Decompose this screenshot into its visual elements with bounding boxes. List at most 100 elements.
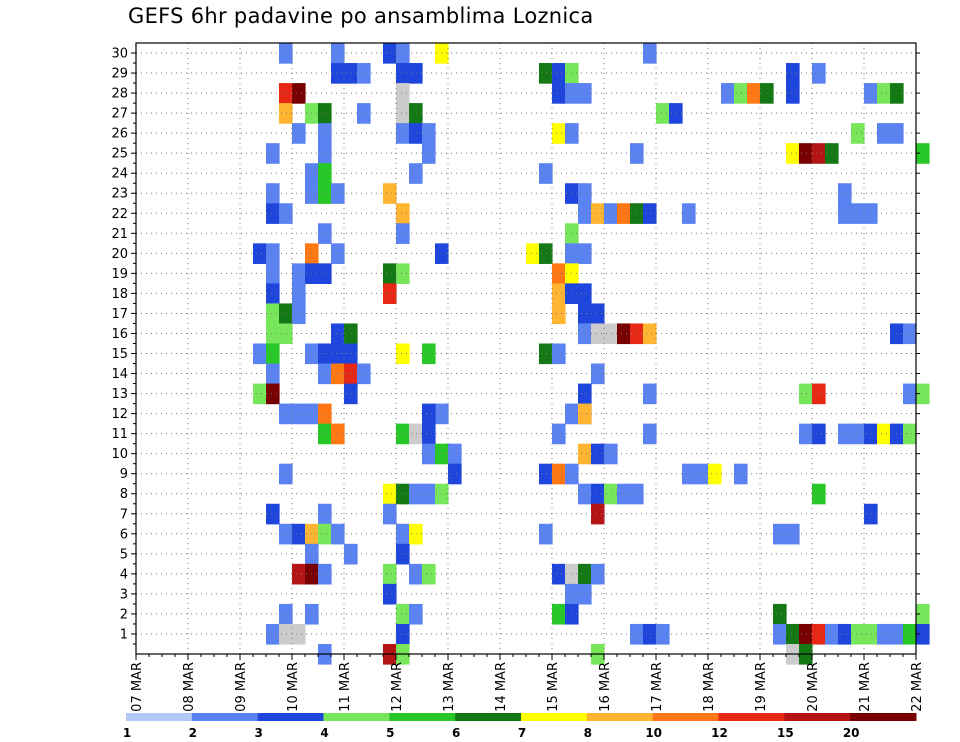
heatmap-cell: [877, 623, 891, 645]
colorbar-label: 6: [452, 726, 460, 740]
heatmap-cell: [422, 343, 436, 365]
y-tick-label: 12: [111, 407, 128, 422]
y-tick-label: 11: [111, 427, 128, 442]
heatmap-cell: [773, 603, 787, 625]
heatmap-cell: [292, 83, 306, 104]
heatmap-cell: [409, 563, 423, 585]
heatmap-cell: [266, 283, 280, 305]
colorbar-swatch: [257, 713, 324, 721]
y-tick-label: 13: [111, 387, 128, 402]
heatmap-cell: [422, 143, 436, 164]
heatmap-cell: [617, 203, 631, 224]
heatmap-cell: [331, 523, 345, 545]
heatmap-cell: [396, 263, 410, 284]
x-tick-label: 22 MAR: [910, 662, 925, 712]
y-tick-label: 7: [120, 507, 128, 522]
x-tick-label: 16 MAR: [598, 662, 613, 712]
heatmap-cell: [916, 143, 930, 164]
colorbar-swatch: [718, 713, 785, 721]
heatmap-cell: [409, 103, 423, 124]
heatmap-cell: [357, 363, 371, 385]
y-tick-label: 26: [111, 127, 128, 142]
heatmap-cell: [266, 203, 280, 224]
heatmap-cell: [864, 623, 878, 645]
y-tick-label: 8: [120, 487, 128, 502]
y-tick-label: 5: [120, 547, 128, 562]
y-tick-label: 18: [111, 287, 128, 302]
x-tick-label: 08 MAR: [182, 662, 197, 712]
heatmap-cell: [409, 63, 423, 84]
heatmap-cell: [838, 623, 852, 645]
heatmap-cell: [578, 583, 592, 605]
y-tick-label: 4: [120, 567, 128, 582]
heatmap-cell: [409, 603, 423, 625]
heatmap-cell: [552, 603, 566, 625]
heatmap-cell: [578, 303, 592, 325]
heatmap-cell: [786, 623, 800, 645]
heatmap-cell: [799, 423, 813, 445]
heatmap-cell: [396, 343, 410, 365]
heatmap-cell: [604, 203, 618, 224]
heatmap-cell: [396, 623, 410, 645]
heatmap-cell: [422, 563, 436, 585]
heatmap-cell: [799, 623, 813, 645]
heatmap-cell: [552, 343, 566, 365]
heatmap-cell: [292, 283, 306, 305]
y-tick-label: 21: [111, 227, 128, 242]
heatmap-cell: [539, 523, 553, 545]
heatmap-cell: [552, 83, 566, 104]
y-tick-label: 22: [111, 207, 128, 222]
heatmap-cell: [812, 383, 826, 405]
heatmap-cell: [409, 483, 423, 505]
heatmap-cell: [591, 203, 605, 224]
heatmap-cell: [409, 523, 423, 545]
heatmap-cell: [578, 443, 592, 465]
colorbar-label: 12: [711, 726, 728, 740]
heatmap-cell: [643, 423, 657, 445]
heatmap-cell: [266, 503, 280, 525]
x-tick-label: 11 MAR: [338, 662, 353, 712]
y-tick-label: 30: [111, 47, 128, 62]
heatmap-cell: [292, 523, 306, 545]
heatmap-cell: [409, 163, 423, 184]
x-tick-label: 15 MAR: [546, 662, 561, 712]
heatmap-cell: [851, 123, 865, 144]
heatmap-cell: [617, 483, 631, 505]
heatmap-cell: [331, 243, 345, 264]
y-tick-label: 2: [120, 607, 128, 622]
heatmap-cell: [318, 223, 332, 244]
heatmap-cell: [318, 183, 332, 204]
heatmap-cell: [318, 343, 332, 365]
y-tick-label: 16: [111, 327, 128, 342]
heatmap-cell: [253, 343, 267, 365]
heatmap-cell: [383, 483, 397, 505]
heatmap-cell: [578, 183, 592, 204]
colorbar-label: 1: [123, 726, 131, 740]
y-tick-label: 29: [111, 67, 128, 82]
heatmap-cell: [682, 203, 696, 224]
heatmap-cell: [877, 423, 891, 445]
heatmap-cell: [344, 63, 358, 84]
heatmap-cell: [266, 323, 280, 345]
heatmap-cell: [318, 563, 332, 585]
heatmap-cell: [344, 323, 358, 345]
heatmap-cell: [838, 183, 852, 204]
heatmap-cells: [253, 43, 930, 665]
heatmap-cell: [266, 383, 280, 405]
colorbar-label: 5: [386, 726, 394, 740]
heatmap-cell: [292, 563, 306, 585]
heatmap-cell: [396, 603, 410, 625]
heatmap-cell: [539, 163, 553, 184]
heatmap-cell: [552, 123, 566, 144]
heatmap-cell: [318, 363, 332, 385]
heatmap-cell: [279, 603, 293, 625]
heatmap-cell: [344, 383, 358, 405]
heatmap-cell: [279, 83, 293, 104]
grid-lines: [136, 43, 916, 654]
heatmap-cell: [279, 523, 293, 545]
heatmap-cell: [591, 323, 605, 345]
heatmap-cell: [643, 323, 657, 345]
y-tick-label: 19: [111, 267, 128, 282]
y-tick-label: 1: [120, 627, 128, 642]
heatmap-cell: [279, 463, 293, 485]
